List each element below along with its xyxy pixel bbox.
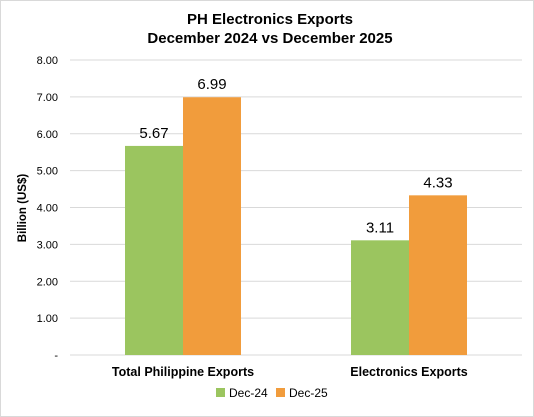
category-label-0: Total Philippine Exports (112, 365, 254, 379)
y-tick-label-1: 1.00 (37, 313, 58, 325)
bar-Dec-25-1 (409, 195, 467, 355)
y-axis-ticks: - 1.00 2.00 3.00 4.00 5.00 6.00 7.00 8.00 (37, 55, 59, 362)
y-tick-label-2: 2.00 (37, 276, 58, 288)
y-tick-label-3: 3.00 (37, 239, 58, 251)
y-tick-label-6: 6.00 (37, 129, 58, 141)
y-tick-label-5: 5.00 (37, 166, 58, 178)
y-tick-label-8: 8.00 (37, 55, 58, 67)
y-tick-label-0: - (54, 350, 58, 362)
bar-Dec-25-0 (183, 97, 241, 356)
legend-swatch-Dec-24 (216, 388, 225, 397)
legend-swatch-Dec-25 (276, 388, 285, 397)
x-axis-categories: Total Philippine Exports Electronics Expo… (112, 365, 468, 379)
legend-label-Dec-25: Dec-25 (289, 386, 328, 400)
chart-title-line-2: December 2024 vs December 2025 (147, 30, 392, 47)
data-label-Dec-25-1: 4.33 (423, 174, 452, 191)
legend: Dec-24 Dec-25 (216, 386, 328, 400)
data-labels: 5.67 6.99 3.11 4.33 (139, 76, 452, 236)
y-axis-label: Billion (US$) (17, 174, 29, 243)
data-label-Dec-25-0: 6.99 (197, 76, 226, 93)
category-label-1: Electronics Exports (350, 365, 467, 379)
y-tick-label-4: 4.00 (37, 203, 58, 215)
bar-Dec-24-1 (351, 240, 409, 355)
chart-title-line-1: PH Electronics Exports (187, 11, 353, 28)
data-label-Dec-24-1: 3.11 (366, 219, 394, 236)
bars (125, 97, 467, 356)
bar-Dec-24-0 (125, 145, 183, 355)
legend-label-Dec-24: Dec-24 (229, 386, 268, 400)
data-label-Dec-24-0: 5.67 (139, 125, 168, 142)
y-tick-label-7: 7.00 (37, 92, 58, 104)
